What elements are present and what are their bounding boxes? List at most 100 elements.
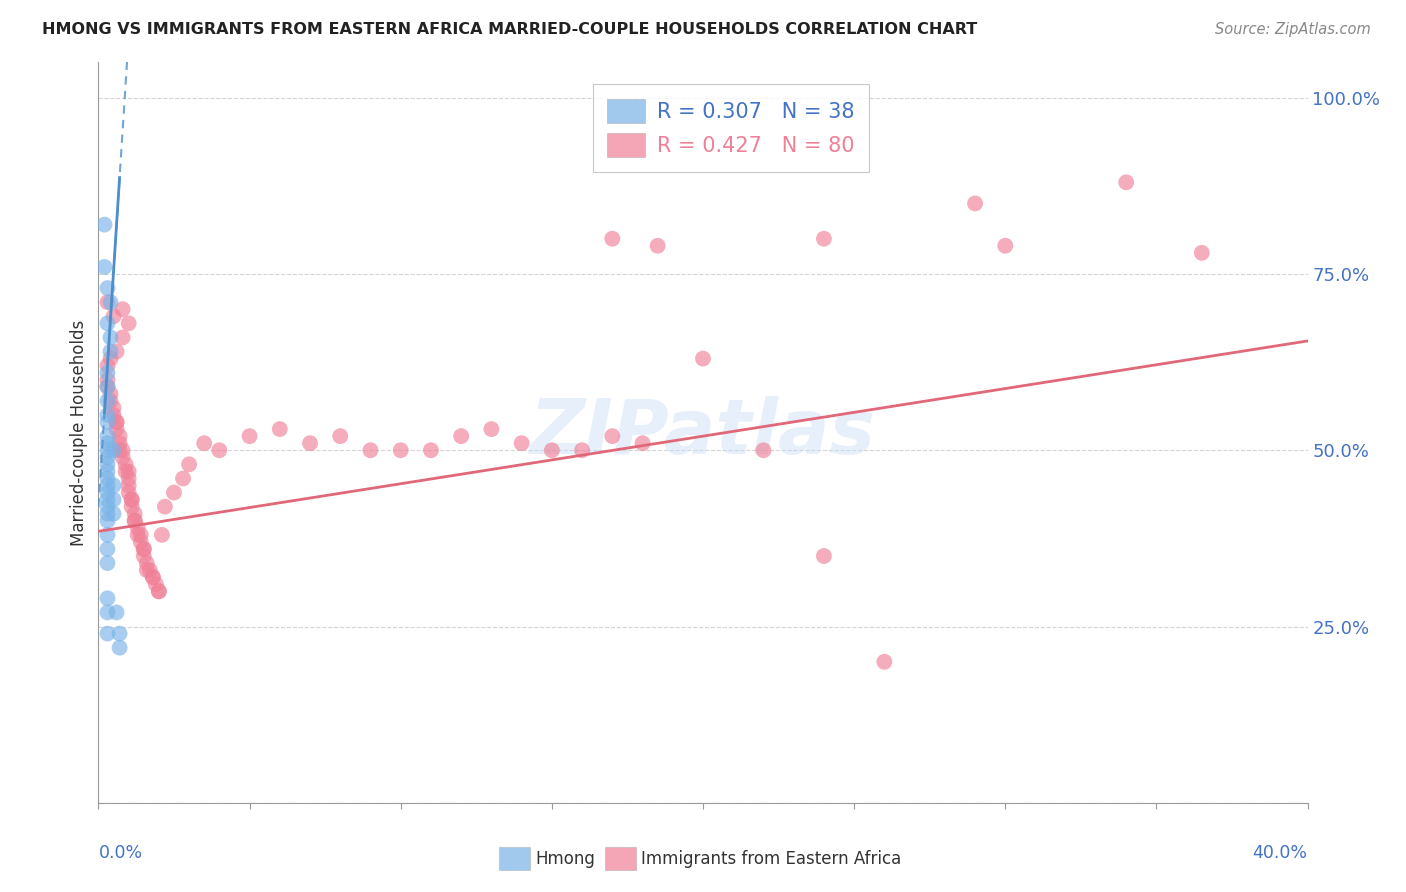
Point	[105, 415, 128, 429]
Point	[108, 443, 131, 458]
Point	[96, 514, 118, 528]
Point	[329, 429, 352, 443]
Point	[96, 500, 118, 514]
Point	[124, 514, 146, 528]
Text: Hmong: Hmong	[536, 849, 596, 868]
Point	[100, 387, 122, 401]
Point	[96, 295, 118, 310]
Point	[179, 458, 201, 472]
Point	[96, 591, 118, 606]
Point	[994, 239, 1017, 253]
Point	[103, 401, 125, 415]
Point	[1191, 245, 1213, 260]
Point	[965, 196, 987, 211]
Point	[132, 549, 155, 563]
Text: Source: ZipAtlas.com: Source: ZipAtlas.com	[1215, 22, 1371, 37]
Point	[108, 640, 131, 655]
Text: 40.0%: 40.0%	[1253, 844, 1308, 862]
Point	[118, 316, 141, 330]
Point	[96, 436, 118, 450]
Point	[139, 563, 162, 577]
Point	[121, 492, 143, 507]
Point	[118, 471, 141, 485]
Point	[118, 464, 141, 478]
Point	[873, 655, 896, 669]
Point	[100, 295, 122, 310]
Point	[108, 436, 131, 450]
Point	[602, 429, 624, 443]
Point	[100, 351, 122, 366]
Point	[96, 507, 118, 521]
Point	[103, 443, 125, 458]
Point	[1115, 175, 1137, 189]
Point	[148, 584, 170, 599]
Point	[602, 232, 624, 246]
Text: ZIPatlas: ZIPatlas	[530, 396, 876, 469]
Point	[631, 436, 654, 450]
Point	[269, 422, 291, 436]
Point	[389, 443, 412, 458]
Point	[111, 450, 134, 465]
Point	[129, 535, 152, 549]
Point	[96, 281, 118, 295]
Point	[172, 471, 194, 485]
Point	[96, 366, 118, 380]
Text: 0.0%: 0.0%	[98, 844, 142, 862]
Point	[124, 514, 146, 528]
Point	[114, 458, 136, 472]
Point	[96, 373, 118, 387]
Point	[96, 393, 118, 408]
Point	[96, 541, 118, 556]
Point	[142, 570, 165, 584]
Point	[93, 260, 115, 274]
Point	[96, 471, 118, 485]
Point	[129, 528, 152, 542]
Point	[752, 443, 775, 458]
Point	[96, 429, 118, 443]
Point	[96, 443, 118, 458]
Point	[111, 443, 134, 458]
Point	[96, 316, 118, 330]
Point	[93, 218, 115, 232]
Point	[96, 450, 118, 465]
Point	[103, 478, 125, 492]
Point	[96, 380, 118, 394]
Point	[692, 351, 714, 366]
Point	[105, 415, 128, 429]
Point	[96, 528, 118, 542]
Point	[299, 436, 322, 450]
Point	[150, 528, 173, 542]
Point	[105, 344, 128, 359]
Legend: R = 0.307   N = 38, R = 0.427   N = 80: R = 0.307 N = 38, R = 0.427 N = 80	[592, 84, 869, 171]
Point	[145, 577, 167, 591]
Point	[96, 626, 118, 640]
Text: Immigrants from Eastern Africa: Immigrants from Eastern Africa	[641, 849, 901, 868]
Point	[108, 429, 131, 443]
Point	[100, 330, 122, 344]
Point	[100, 344, 122, 359]
Point	[163, 485, 186, 500]
Point	[103, 310, 125, 324]
Point	[193, 436, 215, 450]
Point	[96, 408, 118, 422]
Point	[121, 500, 143, 514]
Point	[118, 485, 141, 500]
Point	[208, 443, 231, 458]
Point	[96, 492, 118, 507]
Point	[360, 443, 382, 458]
Point	[420, 443, 443, 458]
Point	[111, 302, 134, 317]
Point	[96, 359, 118, 373]
Point	[96, 606, 118, 620]
Point	[481, 422, 503, 436]
Point	[96, 458, 118, 472]
Point	[118, 478, 141, 492]
Point	[96, 478, 118, 492]
Point	[510, 436, 533, 450]
Point	[103, 408, 125, 422]
Point	[96, 485, 118, 500]
Point	[142, 570, 165, 584]
Point	[540, 443, 562, 458]
Point	[571, 443, 593, 458]
Point	[96, 380, 118, 394]
